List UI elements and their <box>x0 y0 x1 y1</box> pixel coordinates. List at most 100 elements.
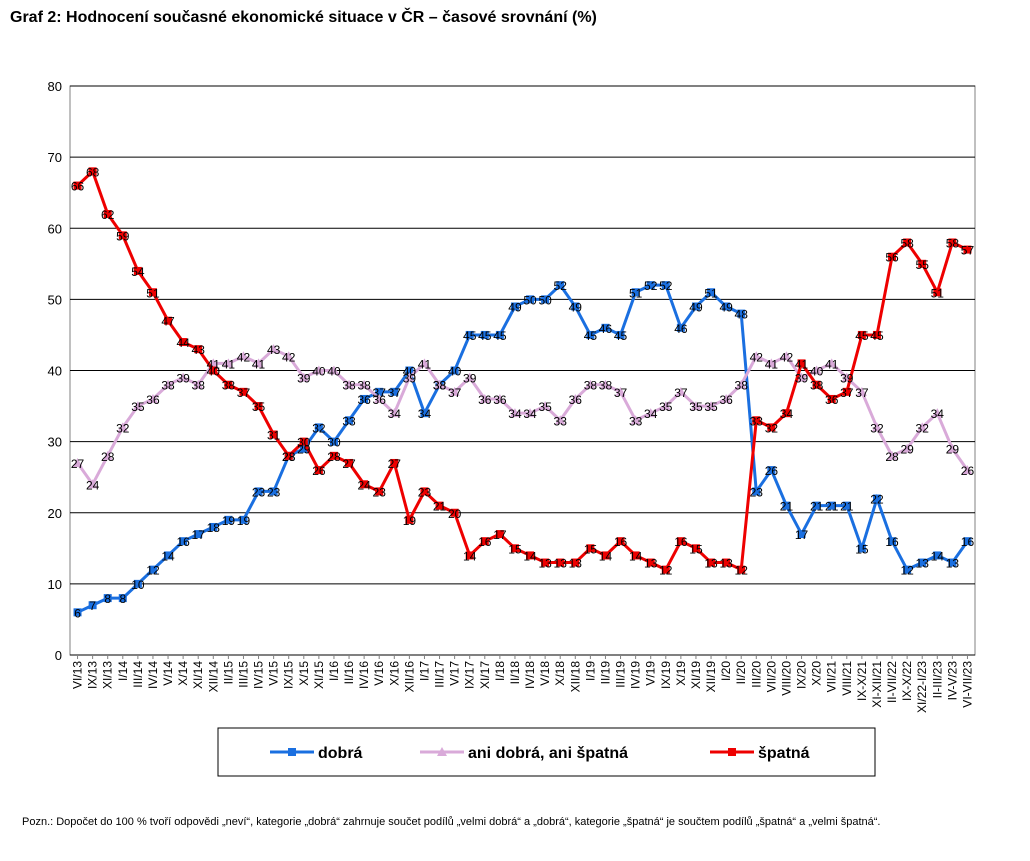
data-point <box>72 457 83 467</box>
data-label: 12 <box>146 564 160 578</box>
data-label: 14 <box>523 549 537 563</box>
data-point <box>313 365 324 375</box>
x-tick-label: IX/15 <box>282 661 296 689</box>
data-point <box>359 379 370 389</box>
data-label: 27 <box>342 457 356 471</box>
data-point <box>253 358 264 368</box>
data-label: 16 <box>176 535 190 549</box>
x-tick-label: VI/13 <box>71 661 85 689</box>
data-point <box>871 422 882 432</box>
data-label: 35 <box>538 400 552 414</box>
data-point <box>842 501 851 510</box>
x-tick-label: X/14 <box>176 661 190 686</box>
data-point <box>707 288 716 297</box>
data-label: 39 <box>795 372 809 386</box>
data-label: 66 <box>71 180 85 194</box>
x-tick-label: III/15 <box>236 661 250 688</box>
data-label: 24 <box>86 478 100 492</box>
data-point <box>148 565 157 574</box>
data-label: 42 <box>780 350 794 364</box>
data-label: 38 <box>192 379 206 393</box>
x-tick-label: IX/19 <box>659 661 673 689</box>
data-point <box>888 252 897 261</box>
data-point <box>510 544 519 553</box>
data-point <box>465 330 474 339</box>
data-point <box>118 231 127 240</box>
x-tick-label: IV-V/23 <box>945 661 959 701</box>
data-label: 35 <box>131 400 145 414</box>
data-point <box>375 487 384 496</box>
data-point <box>645 408 656 418</box>
data-point <box>194 530 203 539</box>
data-label: 46 <box>674 322 688 336</box>
data-point <box>179 537 188 546</box>
data-point <box>827 394 836 403</box>
y-tick-label: 60 <box>48 221 62 236</box>
x-tick-label: IV/14 <box>146 661 160 689</box>
data-label: 13 <box>704 557 718 571</box>
data-label: 59 <box>116 229 130 243</box>
data-point <box>269 487 278 496</box>
data-label: 23 <box>267 485 281 499</box>
data-label: 36 <box>478 393 492 407</box>
data-point <box>811 365 822 375</box>
data-label: 28 <box>327 450 341 464</box>
data-point <box>283 351 294 361</box>
data-label: 13 <box>554 557 568 571</box>
data-point <box>404 372 415 382</box>
data-label: 23 <box>750 485 764 499</box>
data-point <box>646 281 655 290</box>
data-point <box>812 380 821 389</box>
data-point <box>737 565 746 574</box>
data-point <box>933 288 942 297</box>
data-point <box>419 358 430 368</box>
data-label: 29 <box>900 443 914 457</box>
data-label: 20 <box>448 507 462 521</box>
data-label: 27 <box>71 457 85 471</box>
x-tick-label: II/20 <box>734 661 748 685</box>
data-label: 62 <box>101 208 115 222</box>
data-point <box>630 415 641 425</box>
data-label: 34 <box>931 407 945 421</box>
x-tick-label: V/19 <box>644 661 658 686</box>
data-label: 12 <box>735 564 749 578</box>
data-point <box>660 401 671 411</box>
data-point <box>676 537 685 546</box>
data-label: 26 <box>312 464 326 478</box>
data-label: 15 <box>689 542 703 556</box>
data-label: 17 <box>192 528 206 542</box>
data-label: 28 <box>885 450 899 464</box>
data-point <box>133 266 142 275</box>
data-label: 36 <box>719 393 733 407</box>
data-label: 16 <box>961 535 975 549</box>
data-point <box>631 551 640 560</box>
data-label: 21 <box>433 500 447 514</box>
data-point <box>872 330 881 339</box>
x-tick-label: II/15 <box>221 661 235 685</box>
x-tick-label: VI-VII/23 <box>960 661 974 708</box>
data-point <box>435 501 444 510</box>
x-tick-label: III/19 <box>614 661 628 688</box>
data-point <box>299 437 308 446</box>
x-tick-label: X/16 <box>387 661 401 686</box>
data-point <box>556 281 565 290</box>
data-point <box>328 365 339 375</box>
data-point <box>571 302 580 311</box>
data-point <box>509 408 520 418</box>
data-label: 21 <box>810 500 824 514</box>
data-label: 56 <box>885 251 899 265</box>
data-label: 41 <box>418 357 432 371</box>
data-label: 7 <box>89 599 96 613</box>
data-point <box>148 288 157 297</box>
data-point <box>586 544 595 553</box>
data-point <box>918 259 927 268</box>
data-point <box>540 401 551 411</box>
data-label: 33 <box>554 414 568 428</box>
data-label: 51 <box>704 286 718 300</box>
data-label: 49 <box>569 300 583 314</box>
x-tick-label: IX/20 <box>795 661 809 689</box>
data-label: 19 <box>237 514 251 528</box>
data-label: 49 <box>719 300 733 314</box>
data-point <box>224 380 233 389</box>
data-point <box>223 358 234 368</box>
